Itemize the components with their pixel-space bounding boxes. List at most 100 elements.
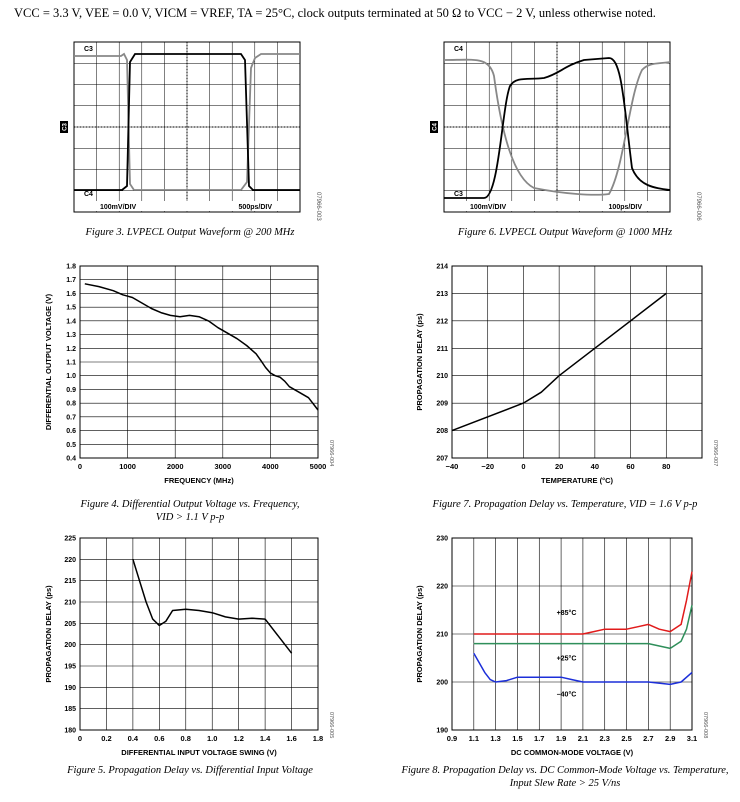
fig7-code: 07966-007 [712, 440, 718, 466]
fig4-chart: 0 1000 2000 3000 4000 5000 0.4 0.5 0.6 0.7 0.8 0.9 1… [44, 264, 334, 486]
fig8-series-line-1 [473, 605, 693, 650]
scope-scale-t: 500ps/DIV [239, 204, 273, 211]
fig8-xtick-label: 2.9 [665, 734, 675, 743]
fig8-series-line-2 [473, 652, 693, 686]
fig8-xtick-label: 0.9 [447, 734, 457, 743]
scope-scale-v: 100mV/DIV [100, 204, 137, 211]
fig8-ytick-label: 220 [436, 584, 448, 591]
fig7-chart: −40 −20 0 20 40 60 80 207 208 209 210 211 212 213 214 T… [415, 264, 718, 486]
fig7-caption: Figure 7. Propagation Delay vs. Temperat… [432, 499, 698, 510]
fig6-scope: C4 C3 100mV/DIV 100ps/DIV C4 [430, 30, 690, 225]
fig4-xtick-label: 0 [78, 462, 82, 471]
scope-ch-top: C3 [84, 46, 93, 53]
fig4-ytick-label: 0.6 [66, 428, 76, 435]
fig8-xtick-label: 1.5 [512, 734, 522, 743]
fig7-xtick-label: 40 [591, 462, 599, 471]
fig5-xtick-label: 1.4 [260, 734, 271, 743]
fig6-scope-svg: C4 C3 100mV/DIV 100ps/DIV C4 [430, 41, 671, 213]
fig4-ytick-label: 1.1 [66, 360, 76, 367]
fig4-ytick-label: 0.9 [66, 387, 76, 394]
fig4-ytick-label: 1.7 [66, 277, 76, 284]
scope-scale-t: 100ps/DIV [609, 204, 643, 211]
fig5-xtick-label: 1.8 [313, 734, 323, 743]
fig4-ytick-label: 1.6 [66, 291, 76, 298]
fig8-caption-line2: Input Slew Rate > 25 V/ns [509, 778, 621, 789]
fig5-chart: 0 0.2 0.4 0.6 0.8 1.0 1.2 1.4 1.6 1.8 180 185 190 195… [44, 536, 334, 758]
fig8-chart: 0.9 1.1 1.3 1.5 1.7 1.9 2.1 2.3 2.5 2.7 2.9 3.1 190 2… [415, 536, 708, 758]
fig7-xtick-label: 20 [555, 462, 563, 471]
scope-scale-v: 100mV/DIV [470, 204, 507, 211]
fig4-xtick-label: 5000 [310, 462, 327, 471]
fig7-ytick-label: 207 [436, 456, 448, 463]
fig7-ytick-label: 210 [436, 373, 448, 380]
fig8-code: 07966-008 [702, 712, 708, 738]
scope-trace-black [444, 57, 671, 199]
fig4-frame [79, 265, 319, 459]
fig4-ytick-label: 0.8 [66, 401, 76, 408]
fig8-caption-line1: Figure 8. Propagation Delay vs. DC Commo… [401, 765, 729, 776]
fig7-xtick-label: 0 [521, 462, 525, 471]
fig8-xlabel: DC COMMON-MODE VOLTAGE (V) [511, 748, 634, 757]
fig8-xtick-label: 2.5 [621, 734, 631, 743]
fig4-xlabel: FREQUENCY (MHz) [164, 476, 234, 485]
fig8-series-label: –40°C [557, 690, 577, 698]
fig5-xtick-label: 1.2 [233, 734, 243, 743]
fig7-xtick-label: −40 [446, 462, 459, 471]
fig5-xtick-label: 0.6 [154, 734, 164, 743]
fig4-ytick-label: 0.4 [66, 456, 76, 463]
fig5-ytick-label: 190 [64, 685, 76, 692]
fig4-ylabel: DIFFERENTIAL OUTPUT VOLTAGE (V) [44, 293, 53, 430]
fig8-ytick-label: 200 [436, 680, 448, 687]
fig5-ylabel: PROPAGATION DELAY (ps) [44, 585, 53, 683]
fig4-xtick-label: 2000 [167, 462, 184, 471]
scope-trace-gray [74, 52, 300, 191]
fig5-xtick-label: 1.0 [207, 734, 217, 743]
fig5-series-line-0 [132, 559, 293, 654]
fig7-ytick-label: 211 [437, 346, 448, 353]
scope-marker: C4 [430, 121, 439, 133]
fig7-ytick-label: 209 [436, 401, 448, 408]
fig4-caption: Figure 4. Differential Output Voltage vs… [40, 498, 340, 524]
fig8-ytick-label: 190 [436, 728, 448, 735]
scope-trace-gray [443, 58, 671, 196]
fig8-ytick-label: 210 [436, 632, 448, 639]
fig7-ytick-label: 212 [436, 318, 448, 325]
fig5-frame [79, 537, 319, 731]
fig4-ytick-label: 0.7 [66, 414, 76, 421]
fig5-ytick-label: 200 [64, 642, 76, 649]
fig8-xtick-label: 2.1 [578, 734, 588, 743]
fig8-xtick-label: 2.7 [643, 734, 653, 743]
fig7-ylabel: PROPAGATION DELAY (ps) [415, 313, 424, 411]
fig5-ytick-label: 225 [64, 536, 76, 543]
fig5-code: 07966-005 [328, 712, 334, 738]
fig8-ylabel: PROPAGATION DELAY (ps) [415, 585, 424, 683]
fig7-xtick-label: −20 [481, 462, 494, 471]
fig4-ytick-label: 1.5 [66, 305, 76, 312]
fig8-series-line-0 [473, 571, 693, 635]
fig4-code: 07966-004 [328, 440, 334, 466]
fig4-grid [79, 265, 319, 459]
fig5-ytick-label: 220 [64, 557, 76, 564]
fig5-xtick-label: 1.6 [286, 734, 296, 743]
fig3-scope: C3 C4 100mV/DIV 500ps/DIV C3 [60, 30, 320, 225]
fig7-xlabel: TEMPERATURE (°C) [541, 476, 614, 485]
fig7-series-line-0 [451, 292, 667, 432]
fig8-frame [451, 537, 693, 731]
fig5-ytick-label: 210 [64, 600, 76, 607]
scope-ch-top: C4 [454, 46, 463, 53]
scope-marker: C3 [60, 121, 69, 133]
fig8-caption: Figure 8. Propagation Delay vs. DC Commo… [395, 764, 735, 790]
fig8-ytick-label: 230 [436, 536, 448, 543]
fig5-ytick-label: 180 [64, 728, 76, 735]
fig5-xtick-label: 0.2 [101, 734, 111, 743]
fig3-caption: Figure 3. LVPECL Output Waveform @ 200 M… [85, 227, 295, 238]
fig4-xtick-label: 4000 [262, 462, 279, 471]
fig5-grid [79, 537, 319, 731]
fig7-ytick-label: 208 [436, 428, 448, 435]
fig4-caption-line1: Figure 4. Differential Output Voltage vs… [80, 499, 300, 510]
fig8-xtick-label: 3.1 [687, 734, 697, 743]
svg-text:C3: C3 [63, 123, 69, 131]
fig5-xtick-label: 0 [78, 734, 82, 743]
fig4-ytick-label: 0.5 [66, 442, 76, 449]
scope-scale-bar [76, 201, 298, 211]
